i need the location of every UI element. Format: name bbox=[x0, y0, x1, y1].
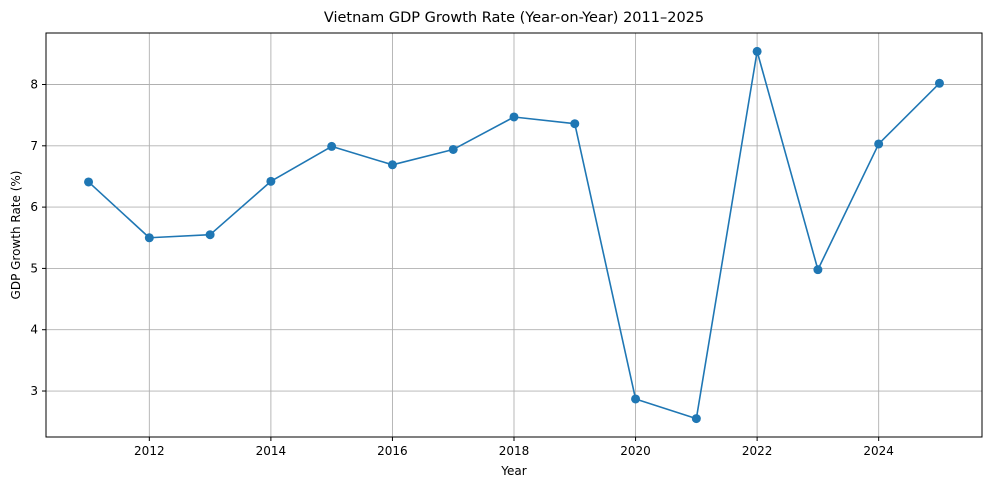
data-point-2024 bbox=[874, 139, 884, 149]
data-point-2012 bbox=[144, 233, 154, 243]
x-tick-label: 2018 bbox=[499, 444, 530, 458]
data-point-2018 bbox=[509, 112, 519, 122]
data-point-2014 bbox=[266, 176, 276, 186]
x-tick-label: 2014 bbox=[256, 444, 287, 458]
data-point-2013 bbox=[205, 230, 215, 240]
data-point-2011 bbox=[84, 177, 94, 187]
data-point-2020 bbox=[631, 394, 641, 404]
data-point-2016 bbox=[387, 160, 397, 170]
data-point-2025 bbox=[934, 78, 944, 88]
chart-title: Vietnam GDP Growth Rate (Year-on-Year) 2… bbox=[324, 10, 704, 26]
x-tick-label: 2024 bbox=[863, 444, 894, 458]
x-tick-label: 2012 bbox=[134, 444, 165, 458]
y-tick-label: 7 bbox=[30, 139, 38, 153]
data-point-2017 bbox=[448, 144, 458, 154]
data-point-2015 bbox=[327, 141, 337, 151]
data-points bbox=[84, 46, 944, 424]
data-point-2019 bbox=[570, 119, 580, 129]
y-tick-label: 6 bbox=[30, 200, 38, 214]
grid bbox=[46, 33, 982, 437]
y-axis-title: GDP Growth Rate (%) bbox=[9, 171, 23, 300]
x-tick-label: 2020 bbox=[620, 444, 651, 458]
y-tick-label: 5 bbox=[30, 261, 38, 275]
data-point-2023 bbox=[813, 265, 823, 275]
y-tick-label: 4 bbox=[30, 323, 38, 337]
data-point-2021 bbox=[691, 414, 701, 424]
x-tick-label: 2022 bbox=[742, 444, 773, 458]
y-tick-label: 3 bbox=[30, 384, 38, 398]
x-axis-title: Year bbox=[500, 464, 526, 478]
y-axis-ticks: 3 4 5 6 7 8 bbox=[30, 77, 46, 398]
x-axis-ticks: 2012 2014 2016 2018 2020 2022 2024 bbox=[134, 437, 894, 458]
y-tick-label: 8 bbox=[30, 77, 38, 91]
x-tick-label: 2016 bbox=[377, 444, 408, 458]
data-point-2022 bbox=[752, 46, 762, 56]
